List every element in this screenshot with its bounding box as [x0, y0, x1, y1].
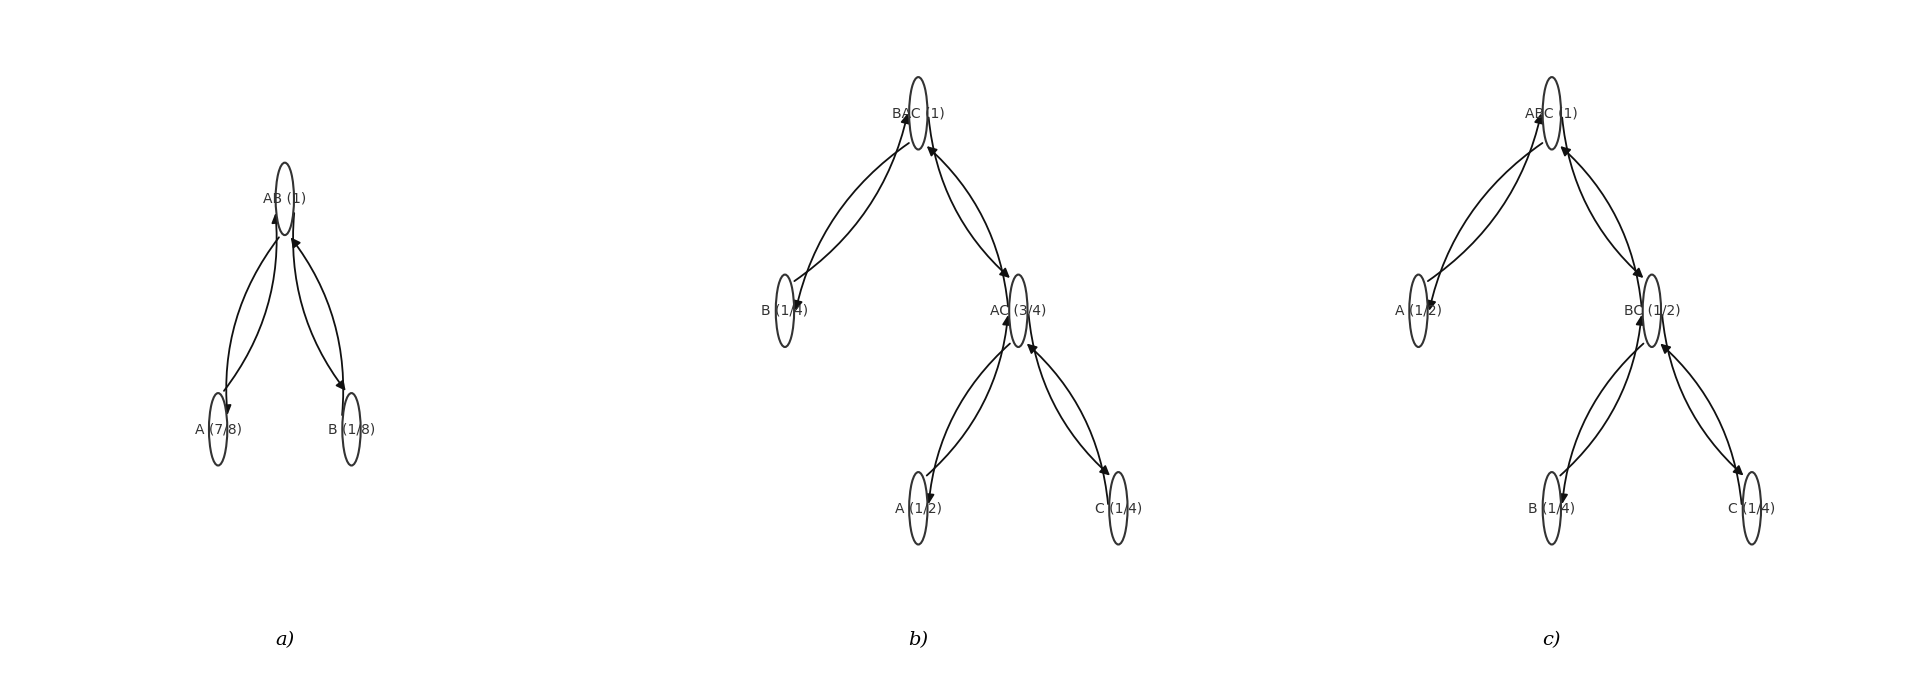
Text: c): c)	[1542, 631, 1561, 649]
Circle shape	[209, 393, 227, 466]
Text: A (1/2): A (1/2)	[895, 501, 943, 515]
Circle shape	[1110, 472, 1127, 545]
Circle shape	[276, 162, 294, 235]
Circle shape	[1010, 275, 1027, 347]
Text: B (1/8): B (1/8)	[328, 422, 374, 437]
Text: B (1/4): B (1/4)	[762, 304, 808, 318]
Text: a): a)	[275, 631, 294, 649]
Text: ABC (1): ABC (1)	[1526, 106, 1578, 120]
Circle shape	[1409, 275, 1428, 347]
Circle shape	[1644, 275, 1661, 347]
Circle shape	[342, 393, 361, 466]
Text: BC (1/2): BC (1/2)	[1624, 304, 1680, 318]
Text: AB (1): AB (1)	[263, 192, 307, 206]
Text: B (1/4): B (1/4)	[1528, 501, 1576, 515]
Text: C (1/4): C (1/4)	[1094, 501, 1142, 515]
Circle shape	[776, 275, 795, 347]
Text: C (1/4): C (1/4)	[1728, 501, 1776, 515]
Circle shape	[1743, 472, 1761, 545]
Circle shape	[910, 77, 927, 149]
Text: BAC (1): BAC (1)	[893, 106, 945, 120]
Text: b): b)	[908, 631, 929, 649]
Text: A (1/2): A (1/2)	[1396, 304, 1442, 318]
Circle shape	[910, 472, 927, 545]
Circle shape	[1542, 77, 1561, 149]
Text: AC (3/4): AC (3/4)	[991, 304, 1046, 318]
Circle shape	[1542, 472, 1561, 545]
Text: A (7/8): A (7/8)	[194, 422, 242, 437]
